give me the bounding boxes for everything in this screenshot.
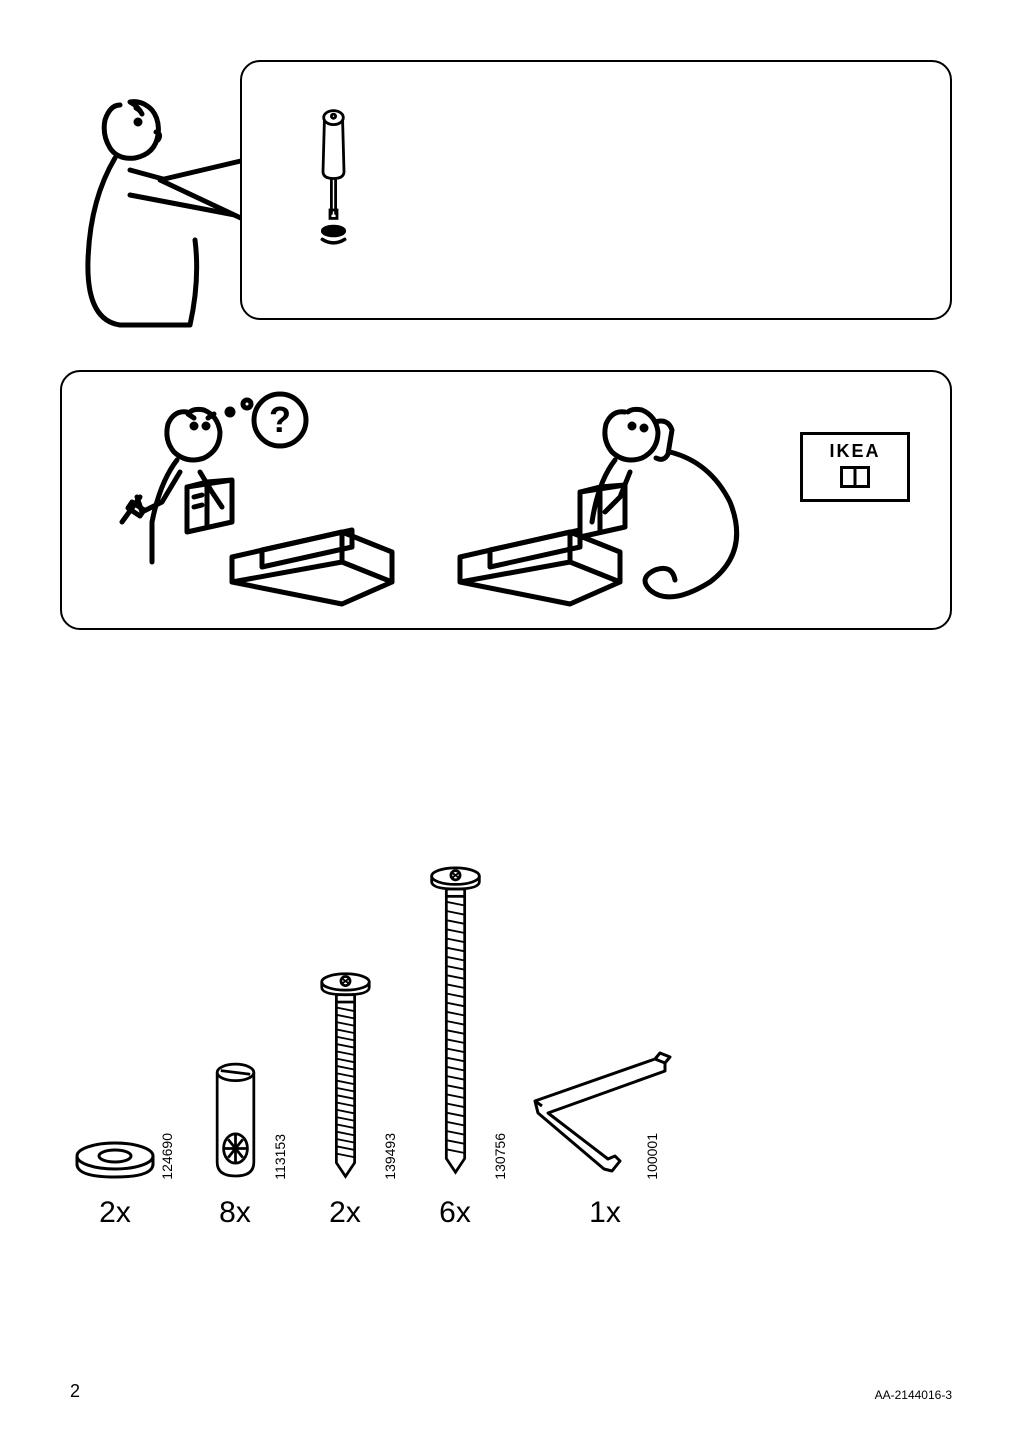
svg-text:?: ? [269, 399, 291, 440]
ikea-store-icon: IKEA [800, 432, 910, 502]
quantity-label: 1x [520, 1196, 690, 1230]
washer-icon [70, 1141, 160, 1181]
quantity-label: 2x [300, 1196, 390, 1230]
allen-key-icon [520, 1041, 690, 1181]
phone-person-figure [420, 382, 800, 622]
hardware-washer: 124690 2x [60, 1141, 170, 1230]
part-number: 113153 [272, 1134, 288, 1180]
tools-panel [240, 60, 952, 320]
quantity-label: 6x [410, 1196, 500, 1230]
part-number: 100001 [644, 1133, 660, 1180]
ikea-door-icon [840, 466, 870, 488]
hardware-list: 124690 2x 113153 8x [60, 690, 952, 1230]
hardware-allen-key: 100001 1x [520, 1041, 690, 1230]
barrel-nut-icon [208, 1061, 263, 1181]
bolt-long-icon [428, 861, 483, 1181]
part-number: 130756 [492, 1133, 508, 1180]
quantity-label: 8x [190, 1196, 280, 1230]
tools-required-section [60, 60, 952, 340]
quantity-label: 2x [60, 1196, 170, 1230]
confused-person-figure: ? [92, 382, 472, 622]
hardware-bolt-long: 130756 6x [410, 861, 500, 1230]
hardware-bolt-short: 139493 2x [300, 971, 390, 1230]
part-number: 139493 [382, 1133, 398, 1180]
part-number: 124690 [159, 1133, 175, 1180]
document-id: AA-2144016-3 [875, 1388, 952, 1402]
help-panel: ? [60, 370, 952, 630]
page-number: 2 [70, 1381, 80, 1402]
screwdriver-icon [302, 82, 372, 282]
bolt-short-icon [318, 971, 373, 1181]
ikea-logo-text: IKEA [803, 435, 907, 462]
hardware-barrel-nut: 113153 8x [190, 1061, 280, 1230]
